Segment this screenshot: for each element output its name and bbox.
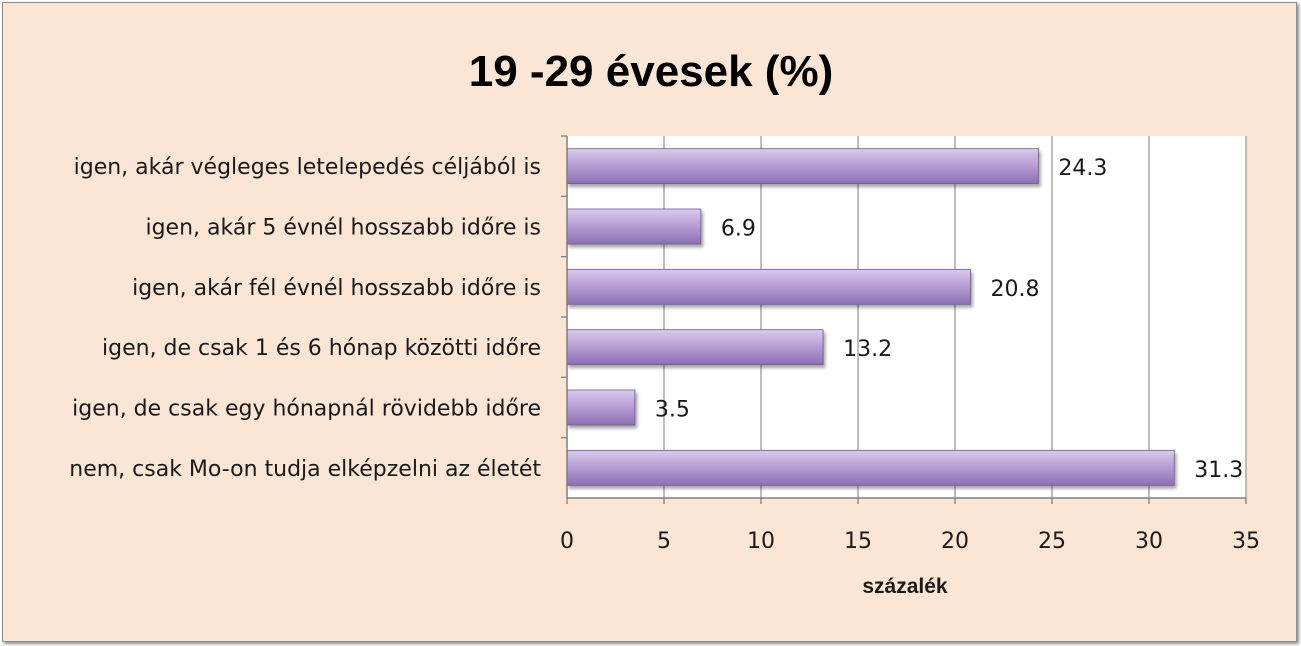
category-label: nem, csak Mo-on tudja elképzelni az élet… (69, 457, 541, 482)
category-label: igen, akár fél évnél hosszabb időre is (132, 276, 541, 301)
chart-title: 19 -29 évesek (%) (469, 47, 833, 96)
x-tick-label: 25 (1038, 529, 1066, 554)
category-label: igen, akár 5 évnél hosszabb időre is (145, 216, 541, 241)
x-tick-label: 35 (1232, 529, 1260, 554)
axes: 0 5 10 15 20 25 30 35 igen, akár végleges letele… (69, 135, 1260, 554)
gridlines (663, 136, 1247, 498)
x-tick-label: 30 (1135, 529, 1163, 554)
x-tick-label: 5 (657, 529, 671, 554)
bar (566, 449, 1175, 486)
bar (566, 389, 636, 426)
x-tick-label: 10 (747, 529, 775, 554)
x-tick-label: 15 (844, 529, 872, 554)
bar (566, 329, 824, 366)
data-label: 24.3 (1058, 156, 1107, 181)
x-tick-label: 0 (560, 529, 574, 554)
x-tick-label: 20 (941, 529, 969, 554)
bar-chart: 19 -29 évesek (%) 24.3 6.9 20.8 13.2 3.5 31.3… (69, 47, 1260, 598)
data-label: 31.3 (1194, 458, 1243, 483)
data-label: 3.5 (655, 398, 690, 423)
bars: 24.3 6.9 20.8 13.2 3.5 31.3 (566, 148, 1243, 486)
bar (566, 148, 1039, 185)
category-label: igen, de csak 1 és 6 hónap közötti időre (102, 336, 541, 361)
data-label: 13.2 (843, 337, 892, 362)
x-axis-title: százalék (862, 575, 948, 598)
data-label: 6.9 (721, 217, 756, 242)
plot-area (567, 136, 1246, 498)
bar (566, 268, 971, 305)
category-label: igen, de csak egy hónapnál rövidebb időr… (72, 397, 541, 422)
bar (566, 208, 702, 245)
data-label: 20.8 (991, 277, 1040, 302)
category-label: igen, akár végleges letelepedés céljából… (74, 155, 541, 180)
